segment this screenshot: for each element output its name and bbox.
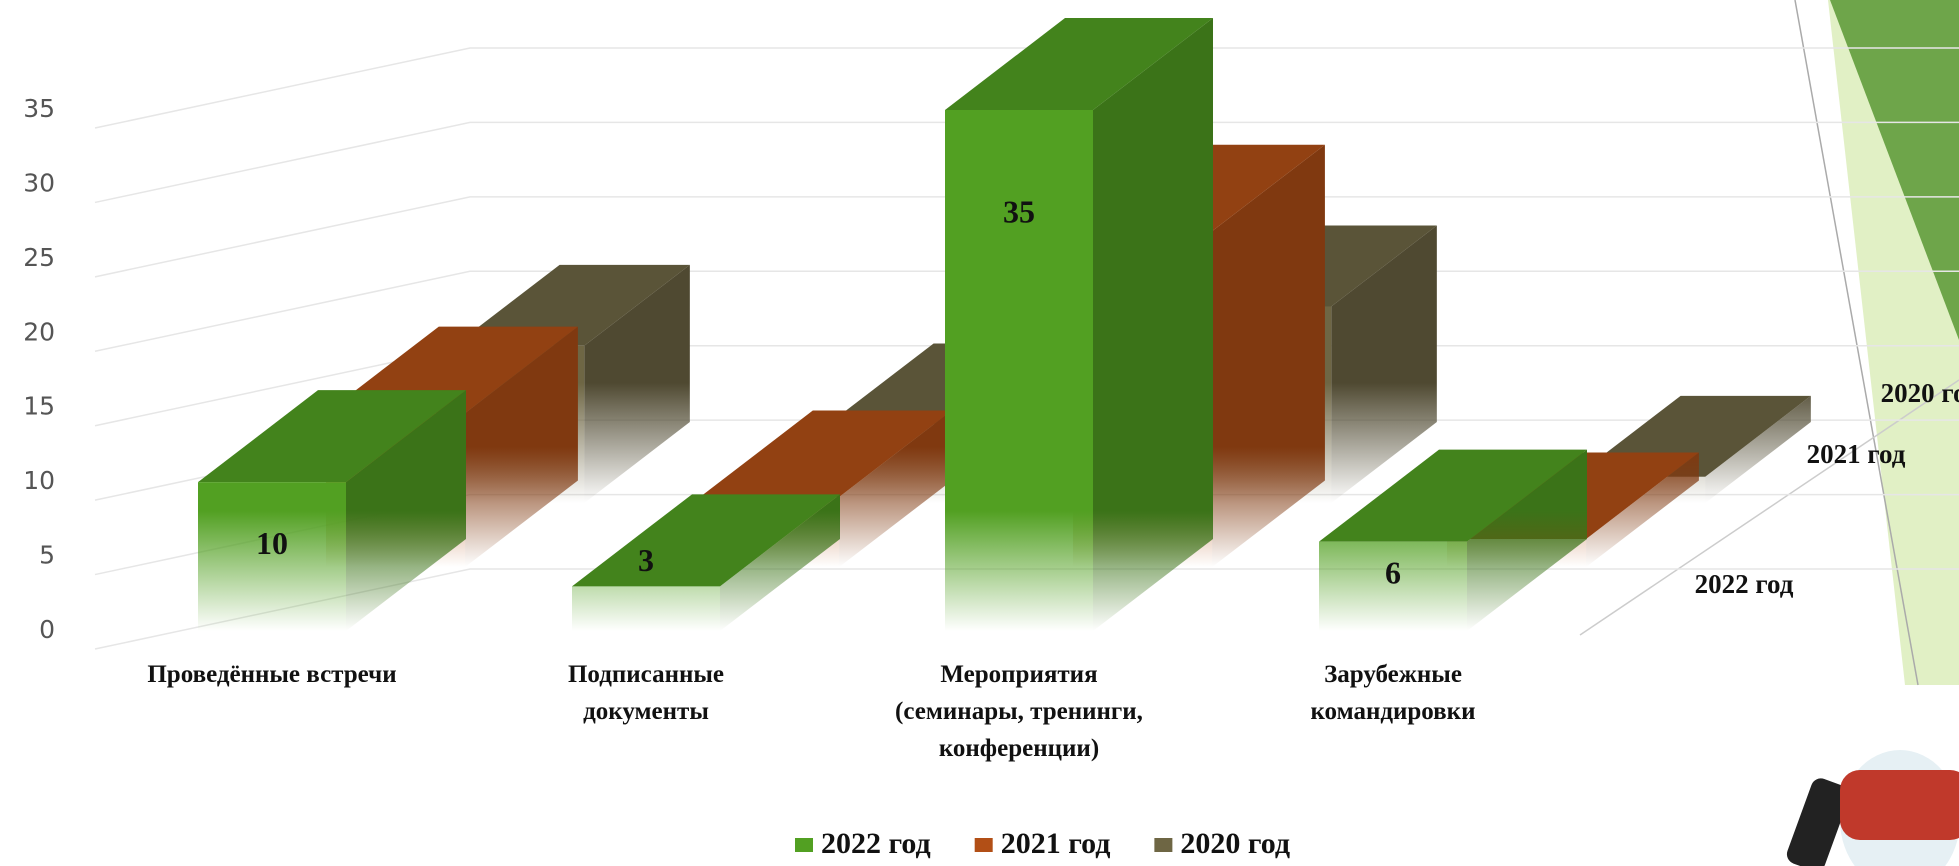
bar-side — [1705, 395, 1811, 503]
y-tick-label: 25 — [23, 243, 55, 272]
legend-swatch — [1154, 838, 1173, 852]
decor-shape — [1840, 770, 1959, 840]
x-tick-label: конференции) — [939, 735, 1099, 762]
legend-label: 2021 год — [1001, 827, 1111, 860]
bar-top — [1319, 449, 1587, 542]
bar-side — [465, 326, 578, 567]
bar — [1319, 541, 1467, 631]
bar-side — [720, 494, 840, 631]
y-tick-label: 0 — [39, 615, 55, 644]
grid-line — [94, 270, 1959, 353]
grid-line — [94, 47, 1959, 129]
x-tick-label: Подписанные — [568, 661, 724, 688]
x-tick-label: (семинары, тренинги, — [895, 698, 1143, 725]
bar-top — [572, 494, 840, 587]
value-label: 10 — [256, 525, 288, 561]
bar-side — [584, 264, 690, 503]
y-tick-label: 5 — [39, 541, 55, 570]
x-tick-label: Мероприятия — [940, 661, 1097, 688]
decor-shape — [1830, 0, 1959, 340]
value-label: 6 — [1385, 555, 1401, 591]
y-tick-label: 20 — [23, 317, 55, 346]
bar-side — [346, 390, 466, 631]
decor-line — [1794, 0, 1919, 686]
legend-label: 2022 год — [821, 827, 931, 860]
decor-shape — [1786, 778, 1850, 866]
grid-line — [94, 121, 1959, 204]
legend-label: 2020 год — [1180, 827, 1290, 860]
bar — [572, 586, 720, 631]
value-label: 3 — [638, 542, 654, 578]
decor — [1579, 0, 1959, 866]
labels: 0 5 10 15 20 25 30 35 10 3 35 6 Проведённые встречи П… — [23, 94, 1959, 860]
y-tick-label: 15 — [23, 392, 55, 421]
y-tick-label: 35 — [23, 94, 55, 123]
depth-label: 2022 год — [1695, 569, 1794, 599]
bars — [198, 18, 1811, 631]
bar-top — [945, 18, 1213, 110]
bar-side — [1586, 452, 1699, 567]
bar-top — [454, 264, 690, 346]
legend-swatch — [974, 838, 993, 852]
y-tick-label: 30 — [23, 168, 55, 197]
depth-label: 2020 год — [1881, 378, 1959, 408]
x-tick-label: командировки — [1310, 698, 1475, 725]
bar-side — [839, 410, 952, 567]
bar — [945, 110, 1093, 631]
bar-top — [700, 410, 952, 498]
bar-side — [1467, 449, 1587, 631]
depth-label: 2021 год — [1807, 439, 1906, 469]
x-tick-label: документы — [583, 698, 709, 725]
legend-swatch — [795, 838, 813, 852]
y-tick-label: 10 — [23, 466, 55, 495]
x-tick-label: Зарубежные — [1324, 661, 1462, 688]
bar-side — [1212, 144, 1325, 567]
decor-line — [1579, 379, 1959, 636]
value-label: 35 — [1003, 193, 1035, 229]
bar — [198, 482, 346, 631]
x-tick-label: Проведённые встречи — [147, 661, 396, 688]
grid-line — [94, 196, 1959, 278]
bar-top — [198, 390, 466, 483]
bar-side — [1093, 18, 1213, 631]
bar-side — [1331, 225, 1437, 503]
